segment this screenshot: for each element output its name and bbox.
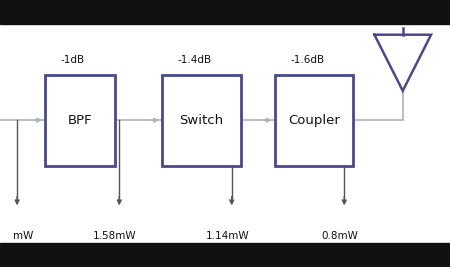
Text: -1.6dB: -1.6dB xyxy=(290,56,324,65)
Bar xyxy=(162,75,241,166)
Text: Coupler: Coupler xyxy=(288,114,340,127)
Text: 1.14mW: 1.14mW xyxy=(206,231,249,241)
Text: -1.4dB: -1.4dB xyxy=(178,56,212,65)
Text: 0.8mW: 0.8mW xyxy=(321,231,358,241)
Text: -1dB: -1dB xyxy=(61,56,85,65)
Text: 1.58mW: 1.58mW xyxy=(93,231,136,241)
Bar xyxy=(0,0,450,24)
Text: mW: mW xyxy=(13,231,33,241)
Bar xyxy=(274,75,353,166)
Text: Switch: Switch xyxy=(179,114,224,127)
Bar xyxy=(45,75,115,166)
Bar xyxy=(0,243,450,267)
Text: BPF: BPF xyxy=(68,114,92,127)
